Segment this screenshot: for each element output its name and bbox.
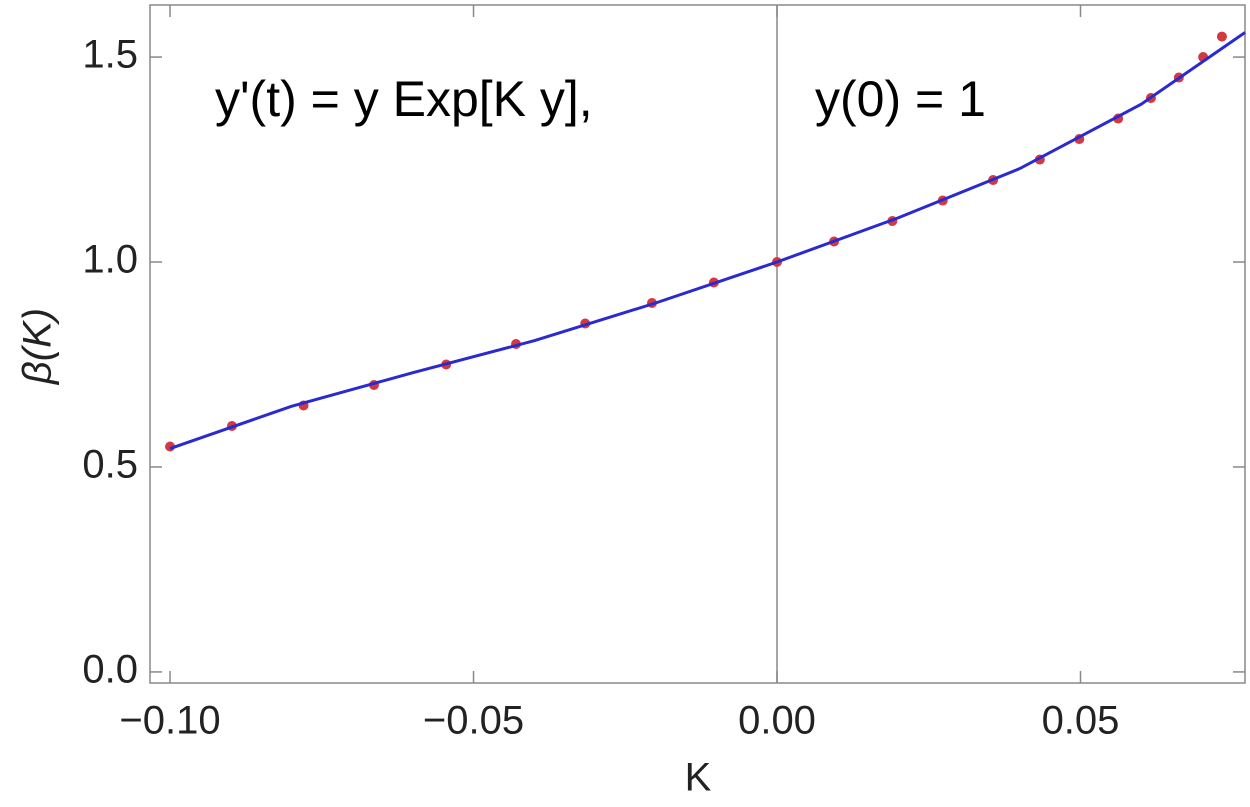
y-tick-label: 1.5 [82,33,138,77]
x-axis-label: K [685,756,712,800]
x-tick-label: −0.05 [423,699,524,743]
plot-frame [149,4,1246,684]
x-tick-label: −0.10 [119,699,220,743]
data-point [1216,31,1227,42]
y-tick-label: 1.0 [82,238,138,282]
y-tick-label: 0.5 [82,443,138,487]
annotation: y'(t) = y Exp[K y], [215,71,593,127]
x-tick-label: 0.05 [1042,699,1120,743]
y-axis-label: β(K) [16,308,60,385]
fit-line [169,31,1246,450]
y-tick-label: 0.0 [82,647,138,691]
annotation: y(0) = 1 [815,71,986,127]
x-tick-label: 0.00 [738,699,816,743]
